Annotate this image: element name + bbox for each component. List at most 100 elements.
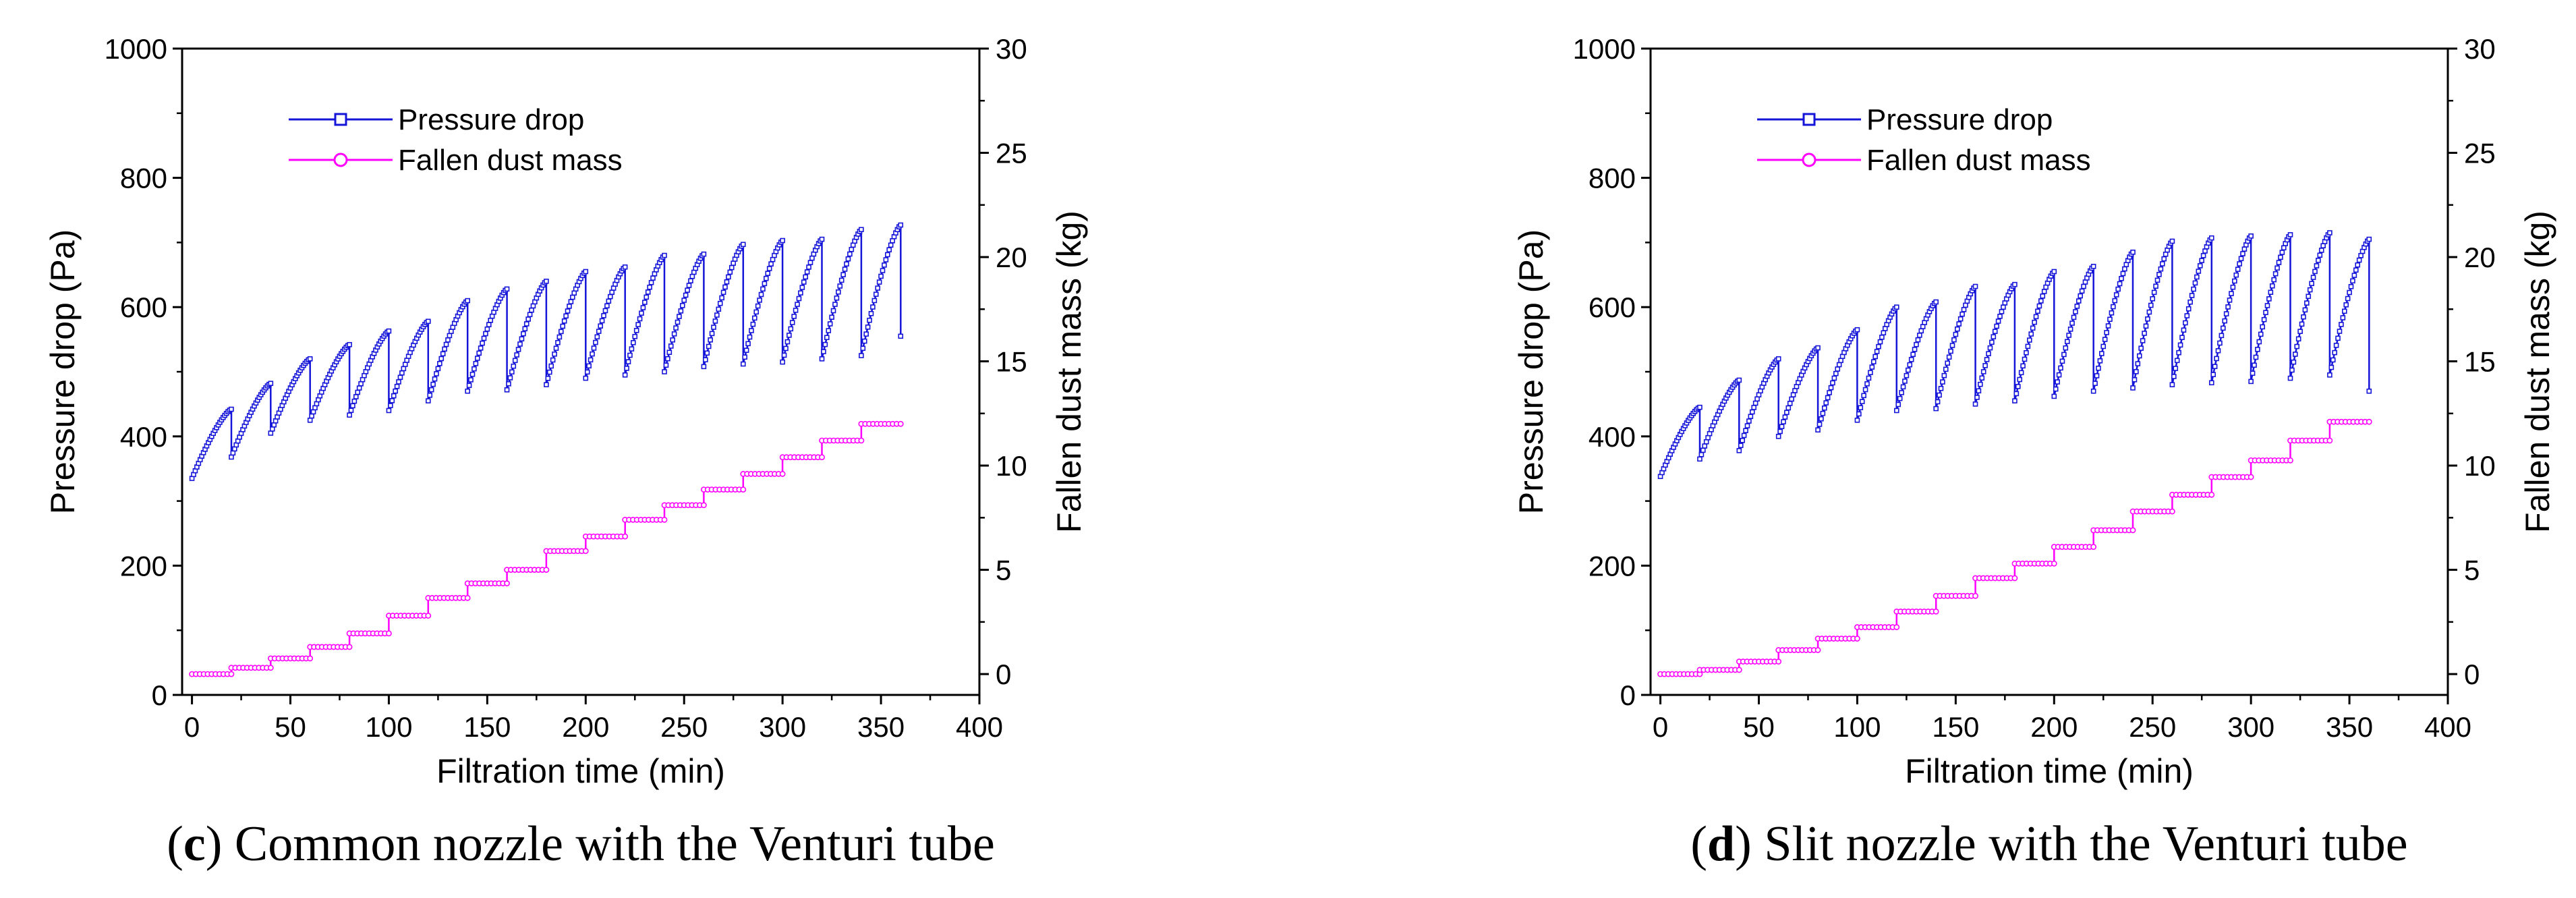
pressure-drop-point [1741,432,1747,439]
pressure-drop-point [442,346,447,352]
legend-pressure-drop-label: Pressure drop [398,103,584,136]
pressure-drop-point [2040,293,2046,299]
pressure-drop-point [465,298,470,304]
legend: Pressure drop Fallen dust mass [289,103,623,177]
y-tick-label: 1000 [105,33,167,65]
pressure-drop-point [2260,324,2265,330]
x-tick-label: 300 [759,711,806,743]
pressure-drop-point [798,290,803,296]
pressure-drop-point [2356,257,2362,263]
pressure-drop-point [780,237,785,244]
pressure-drop-point [517,341,523,347]
pressure-drop-point [1736,377,1742,383]
pressure-drop-point [701,364,707,370]
fallen-dust-mass-point [346,644,353,650]
chart-panel-c: 0 50 100 150 200 250 300 350 4000200400600800100… [44,33,1088,872]
pressure-drop-point [727,269,733,275]
pressure-drop-point [469,371,476,377]
pressure-drop-point [806,264,811,270]
pressure-drop-point [546,369,552,375]
fallen-dust-mass-point [2129,527,2136,534]
pressure-drop-point [2079,288,2085,294]
pressure-drop-point [1864,381,1870,387]
pressure-drop-point [1827,390,1832,395]
pressure-drop-point [2058,365,2063,371]
pressure-drop-point [722,284,728,290]
pressure-drop-point [548,363,554,369]
pressure-drop-point [747,334,753,340]
pressure-drop-point [863,331,869,337]
legend-fallen-dust-mass-label: Fallen dust mass [398,144,623,177]
x-tick-label: 400 [956,711,1003,743]
pressure-drop-point [712,318,718,324]
pressure-drop-point [2160,261,2165,266]
pressure-drop-point [824,335,830,341]
pressure-drop-point [2130,249,2136,255]
pressure-drop-point [1869,364,1875,370]
pressure-drop-point [1994,323,1999,329]
pressure-drop-point [765,271,771,277]
pressure-drop-point [2312,269,2318,275]
pressure-drop-point [2148,302,2154,308]
pressure-drop-point [2192,280,2198,286]
pressure-drop-point [637,316,643,322]
pressure-drop-point [1820,410,1826,416]
pressure-drop-series [189,222,904,481]
pressure-drop-point [2090,264,2096,269]
pressure-drop-point [2055,379,2060,385]
pressure-drop-point [2241,246,2248,252]
pressure-drop-point [1897,395,1903,401]
pressure-drop-point [563,313,569,319]
pressure-drop-point [2281,245,2287,251]
pressure-drop-point [793,308,799,313]
pressure-drop-point [703,357,708,363]
pressure-drop-point [445,337,451,343]
pressure-drop-point [525,316,531,322]
pressure-drop-point [1935,399,1941,405]
pressure-drop-point [2197,263,2203,269]
pressure-drop-point [399,370,405,376]
pressure-drop-point [1895,401,1901,408]
pressure-drop-point [435,366,441,372]
pressure-drop-point [1908,357,1914,362]
pressure-drop-point [847,251,853,257]
pressure-drop-point [440,351,446,357]
pressure-drop-point [2199,258,2204,263]
x-tick-label: 50 [1743,711,1775,743]
pressure-drop-point [1992,329,1998,334]
pressure-drop-point [795,302,800,307]
pressure-drop-point [1920,324,1926,329]
pressure-drop-point [1874,349,1880,354]
pressure-drop-point [2333,343,2339,348]
pressure-drop-point [2061,352,2067,358]
pressure-drop-point [606,298,612,304]
pressure-drop-point [2317,252,2323,258]
pressure-drop-point [689,273,695,279]
y2-tick-label: 30 [996,33,1027,65]
pressure-drop-point [386,328,392,334]
pressure-drop-point [2099,351,2105,356]
pressure-drop-point [556,334,563,340]
pressure-drop-point [2056,372,2062,378]
pressure-drop-point [639,310,644,316]
pressure-drop-point [663,362,669,368]
pressure-drop-point [402,362,408,367]
x-tick-label: 250 [660,711,708,743]
pressure-drop-point [1749,409,1755,415]
pressure-drop-point [728,264,735,271]
pressure-drop-point [865,325,871,330]
y2-axis-title: Fallen dust mass (kg) [1050,211,1088,533]
pressure-drop-point [898,333,904,339]
pressure-drop-point [2278,254,2283,260]
pressure-drop-point [1815,427,1821,433]
pressure-drop-point [2316,258,2321,263]
pressure-drop-point [2248,233,2254,239]
pressure-drop-point [401,366,407,372]
pressure-drop-point [2153,283,2158,289]
pressure-drop-point [486,322,492,327]
pressure-drop-point [2024,349,2029,356]
pressure-drop-point [2081,283,2086,289]
pressure-drop-point [688,278,693,284]
pressure-drop-point [466,383,472,389]
